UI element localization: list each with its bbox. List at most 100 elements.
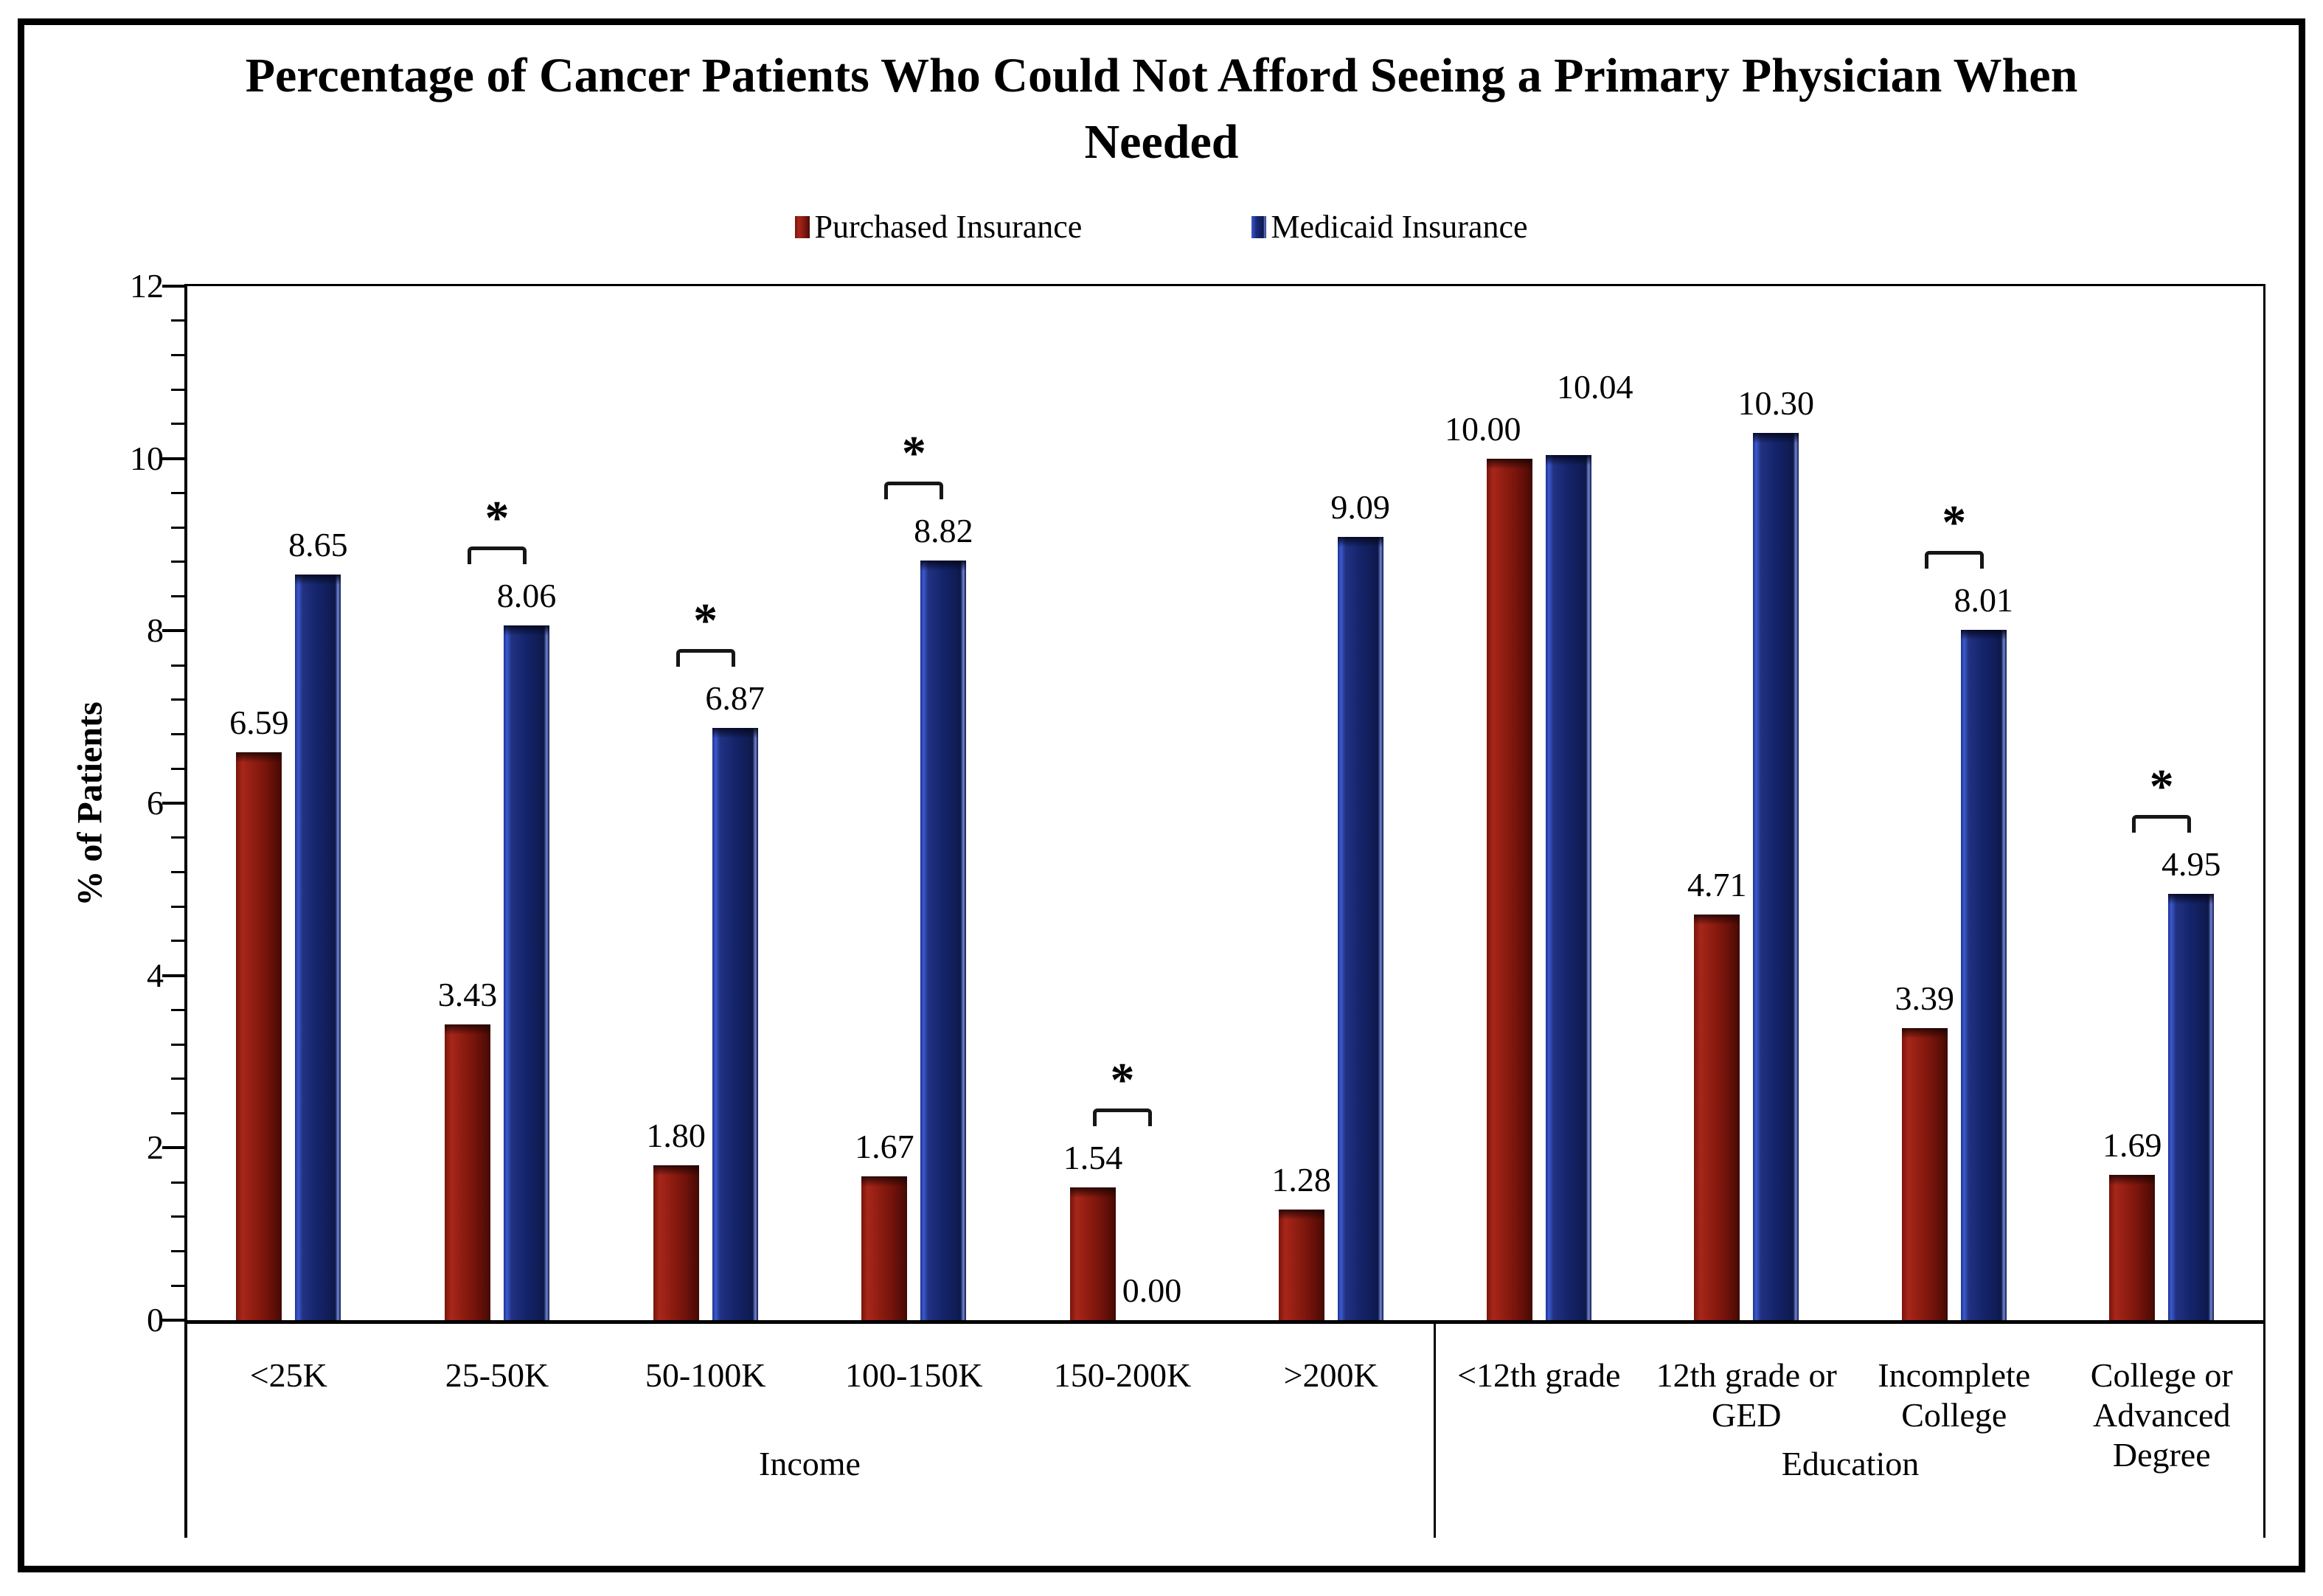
x-category-label: 12th grade or GED bbox=[1656, 1356, 1837, 1434]
purchased-insurance-swatch-icon bbox=[795, 215, 810, 238]
y-major-tick bbox=[162, 629, 184, 633]
x-category-label: 100-150K bbox=[845, 1356, 983, 1394]
purchased-insurance-bar bbox=[236, 752, 282, 1320]
significance-asterisk: * bbox=[2149, 759, 2174, 813]
y-minor-tick bbox=[171, 1250, 184, 1253]
y-minor-tick bbox=[171, 526, 184, 529]
x-category-label: <25K bbox=[249, 1356, 327, 1394]
purchased-insurance-bar bbox=[1278, 1210, 1324, 1320]
y-minor-tick bbox=[171, 905, 184, 908]
group-separator-line bbox=[2263, 1324, 2265, 1538]
y-minor-tick bbox=[171, 1112, 184, 1115]
medicaid-insurance-bar bbox=[1545, 454, 1591, 1320]
medicaid-insurance-bar bbox=[1337, 536, 1383, 1320]
purchased-value-label: 4.71 bbox=[1687, 865, 1747, 903]
significance-asterisk: * bbox=[901, 426, 926, 480]
medicaid-insurance-bar bbox=[1753, 432, 1799, 1320]
significance-asterisk: * bbox=[485, 491, 510, 546]
y-major-tick bbox=[162, 974, 184, 977]
y-minor-tick bbox=[171, 940, 184, 943]
significance-asterisk: * bbox=[693, 594, 718, 648]
significance-bracket bbox=[1924, 551, 1984, 569]
y-major-tick bbox=[162, 285, 184, 288]
y-tick-label: 6 bbox=[147, 784, 164, 822]
medicaid-insurance-bar bbox=[1960, 630, 2007, 1320]
medicaid-insurance-bar bbox=[504, 625, 549, 1320]
significance-bracket bbox=[884, 481, 944, 499]
y-minor-tick bbox=[171, 388, 184, 391]
legend-label: Medicaid Insurance bbox=[1271, 209, 1528, 245]
y-minor-tick bbox=[171, 491, 184, 494]
x-category-label: College or Advanced Degree bbox=[2090, 1356, 2233, 1474]
purchased-insurance-bar bbox=[653, 1165, 699, 1320]
y-minor-tick bbox=[171, 733, 184, 736]
chart-title: Percentage of Cancer Patients Who Could … bbox=[245, 49, 2078, 169]
y-minor-tick bbox=[171, 767, 184, 770]
y-minor-tick bbox=[171, 353, 184, 356]
purchased-value-label: 3.39 bbox=[1895, 979, 1955, 1017]
medicaid-value-label: 8.01 bbox=[1954, 581, 2014, 620]
plot-area bbox=[184, 284, 2265, 1324]
x-category-label: 25-50K bbox=[445, 1356, 549, 1394]
y-tick-label: 4 bbox=[147, 956, 164, 994]
medicaid-value-label: 9.09 bbox=[1330, 488, 1390, 526]
purchased-value-label: 6.59 bbox=[229, 704, 289, 742]
significance-bracket bbox=[676, 649, 735, 667]
purchased-value-label: 1.69 bbox=[2102, 1125, 2162, 1164]
y-minor-tick bbox=[171, 1181, 184, 1184]
significance-asterisk: * bbox=[1942, 496, 1967, 550]
y-minor-tick bbox=[171, 1043, 184, 1046]
legend: Purchased Insurance Medicaid Insurance bbox=[0, 208, 2323, 246]
significance-asterisk: * bbox=[1110, 1053, 1135, 1108]
y-minor-tick bbox=[171, 870, 184, 873]
medicaid-value-label: 6.87 bbox=[705, 679, 765, 718]
medicaid-insurance-bar bbox=[2168, 893, 2215, 1320]
y-tick-label: 10 bbox=[130, 439, 164, 477]
y-minor-tick bbox=[171, 836, 184, 839]
purchased-value-label: 1.80 bbox=[646, 1116, 706, 1154]
medicaid-value-label: 8.65 bbox=[288, 526, 348, 564]
y-minor-tick bbox=[171, 1008, 184, 1011]
x-category-label: <12th grade bbox=[1457, 1356, 1621, 1394]
medicaid-insurance-bar bbox=[920, 560, 967, 1320]
y-minor-tick bbox=[171, 664, 184, 667]
legend-label: Purchased Insurance bbox=[814, 209, 1083, 245]
medicaid-value-label: 8.82 bbox=[914, 511, 973, 549]
medicaid-value-label: 8.06 bbox=[496, 577, 557, 615]
y-major-tick bbox=[162, 1319, 184, 1322]
significance-bracket bbox=[1093, 1108, 1152, 1127]
purchased-value-label: 1.67 bbox=[855, 1127, 914, 1165]
group-separator-line bbox=[1434, 1324, 1436, 1538]
purchased-value-label: 1.54 bbox=[1063, 1139, 1123, 1177]
purchased-value-label: 3.43 bbox=[437, 976, 498, 1014]
y-major-tick bbox=[162, 802, 184, 805]
y-tick-label: 12 bbox=[130, 267, 164, 305]
y-tick-label: 2 bbox=[147, 1128, 164, 1167]
y-minor-tick bbox=[171, 595, 184, 598]
medicaid-insurance-bar bbox=[295, 575, 341, 1320]
group-label-income: Income bbox=[759, 1445, 861, 1482]
x-category-label: >200K bbox=[1283, 1356, 1378, 1394]
y-minor-tick bbox=[171, 561, 184, 563]
significance-bracket bbox=[468, 547, 527, 565]
x-category-label: 50-100K bbox=[645, 1356, 766, 1394]
legend-item: Purchased Insurance bbox=[795, 208, 1082, 246]
x-category-label: 150-200K bbox=[1053, 1356, 1192, 1394]
legend-item: Medicaid Insurance bbox=[1251, 208, 1528, 246]
medicaid-value-label: 10.04 bbox=[1557, 367, 1633, 406]
group-separator-line bbox=[184, 1324, 187, 1538]
y-minor-tick bbox=[171, 1215, 184, 1218]
y-minor-tick bbox=[171, 1284, 184, 1287]
group-label-education: Education bbox=[1781, 1445, 1920, 1482]
x-category-label: Incomplete College bbox=[1878, 1356, 2031, 1434]
purchased-insurance-bar bbox=[861, 1176, 908, 1320]
medicaid-value-label: 4.95 bbox=[2161, 844, 2221, 883]
medicaid-value-label: 0.00 bbox=[1122, 1271, 1182, 1309]
purchased-insurance-bar bbox=[1901, 1027, 1948, 1320]
medicaid-insurance-bar bbox=[712, 728, 758, 1320]
purchased-insurance-bar bbox=[1070, 1187, 1116, 1320]
medicaid-insurance-swatch-icon bbox=[1251, 215, 1267, 238]
purchased-value-label: 10.00 bbox=[1445, 409, 1521, 448]
y-major-tick bbox=[162, 457, 184, 460]
purchased-insurance-bar bbox=[445, 1024, 490, 1320]
